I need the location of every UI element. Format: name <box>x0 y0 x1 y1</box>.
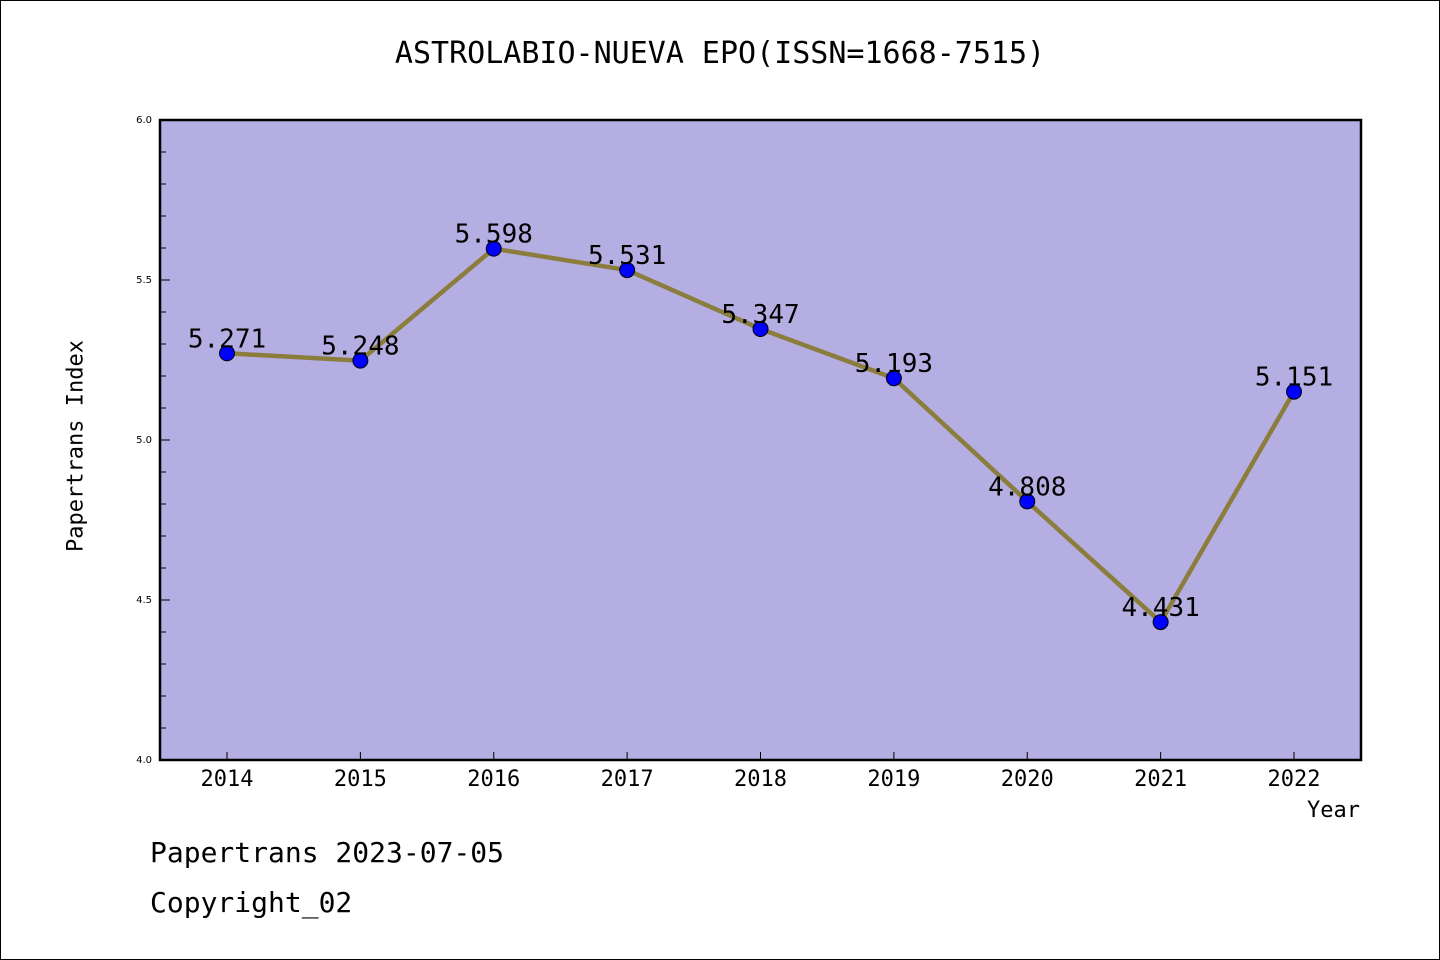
footer-copyright: Copyright_02 <box>150 886 353 919</box>
data-label: 4.808 <box>988 472 1066 502</box>
data-label: 5.248 <box>321 332 399 362</box>
y-tick-label: 5.5 <box>136 275 152 286</box>
x-tick-label: 2016 <box>467 767 520 792</box>
data-point <box>752 320 769 337</box>
y-tick-label: 5.0 <box>136 435 152 446</box>
footer-date: Papertrans 2023-07-05 <box>150 836 505 869</box>
x-tick-label: 2019 <box>867 767 920 792</box>
y-tick-label: 6.0 <box>136 115 152 126</box>
data-label: 5.271 <box>188 324 266 354</box>
x-tick-label: 2015 <box>334 767 387 792</box>
data-points <box>219 240 1302 631</box>
x-tick-label: 2018 <box>734 767 787 792</box>
data-point <box>1152 614 1169 631</box>
data-label: 4.431 <box>1121 593 1199 623</box>
data-point <box>352 352 369 369</box>
data-point <box>885 370 902 387</box>
chart-title: ASTROLABIO-NUEVA EPO(ISSN=1668-7515) <box>394 36 1046 71</box>
data-label: 5.347 <box>721 300 799 330</box>
data-point <box>219 345 235 362</box>
x-axis-label: Year <box>1307 798 1360 823</box>
data-point <box>619 262 636 279</box>
data-point <box>1286 383 1302 400</box>
x-tick-label: 2017 <box>601 767 654 792</box>
x-tick-label: 2022 <box>1268 767 1321 792</box>
data-label: 5.193 <box>855 349 933 379</box>
y-axis: 4.0 4.5 5.0 5.5 6.0 <box>136 115 170 766</box>
data-label: 5.598 <box>455 220 533 250</box>
plot-area <box>158 118 1363 762</box>
data-point <box>1019 493 1036 510</box>
y-tick-label: 4.5 <box>136 595 152 606</box>
data-point <box>485 240 502 257</box>
x-tick-label: 2014 <box>201 767 254 792</box>
x-axis: 2014 2015 2016 2017 2018 2019 2020 2021 2022 <box>201 752 1321 792</box>
data-labels: 5.271 5.248 5.598 5.531 5.347 5.193 4.808 4.431… <box>188 220 1333 623</box>
y-tick-label: 4.0 <box>136 755 152 766</box>
data-label: 5.151 <box>1255 363 1333 393</box>
x-tick-label: 2020 <box>1001 767 1054 792</box>
data-label: 5.531 <box>588 241 666 271</box>
x-tick-label: 2021 <box>1134 767 1187 792</box>
